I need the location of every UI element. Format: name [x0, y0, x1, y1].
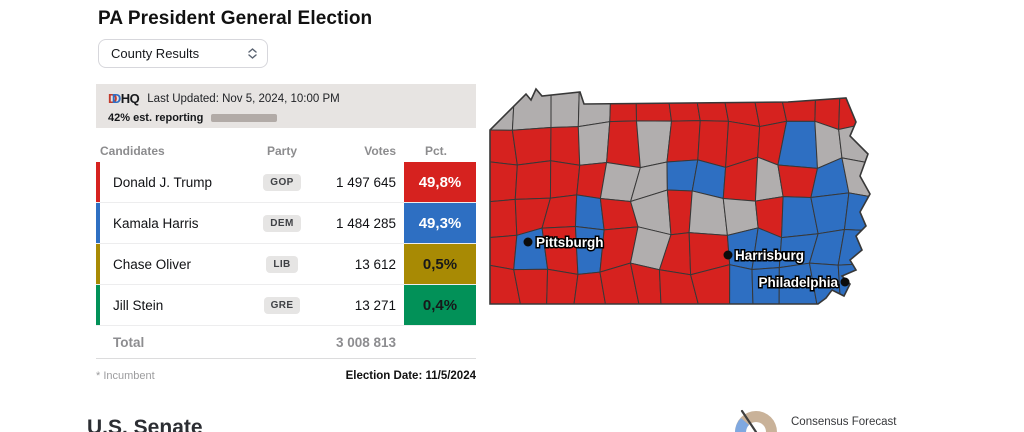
total-label: Total: [113, 334, 145, 350]
state-border: [489, 87, 871, 305]
col-votes: Votes: [364, 144, 396, 158]
county-region[interactable]: [574, 225, 605, 275]
page-title: PA President General Election: [98, 8, 373, 29]
county-region[interactable]: [513, 268, 549, 308]
county-region[interactable]: [577, 84, 612, 128]
city-label: Philadelphia: [758, 275, 838, 290]
city-dot: [840, 277, 850, 287]
party-color-bar: [96, 162, 100, 202]
city-label: Pittsburgh: [536, 235, 604, 250]
results-view-select-value: County Results: [111, 46, 200, 61]
county-region[interactable]: [488, 84, 516, 131]
county-region[interactable]: [545, 268, 579, 308]
results-table-header: Candidates Party Votes Pct.: [96, 140, 476, 162]
pct-cell: 49,3%: [404, 203, 476, 243]
vote-count: 1 484 285: [335, 215, 396, 231]
party-badge: LIB: [266, 255, 298, 273]
county-region[interactable]: [688, 190, 728, 236]
county-region[interactable]: [511, 84, 552, 131]
county-region[interactable]: [629, 262, 662, 308]
pct-cell: 0,4%: [404, 285, 476, 325]
reporting-progress-bar: [211, 114, 278, 122]
total-votes: 3 008 813: [335, 334, 396, 350]
county-region[interactable]: [488, 198, 518, 239]
county-region[interactable]: [574, 194, 605, 231]
county-region[interactable]: [488, 234, 518, 271]
county-region[interactable]: [599, 262, 642, 308]
party-color-bar: [96, 244, 100, 284]
forecast-gauge-icon: [735, 409, 777, 432]
results-view-select[interactable]: County Results: [98, 39, 268, 68]
county-region[interactable]: [541, 225, 579, 276]
pa-county-map[interactable]: Pittsburgh Harrisburg Philadelphia: [488, 84, 872, 308]
table-row-stein: Jill Stein GRE 13 271 0,4%: [96, 285, 476, 326]
chevron-up-down-icon: [248, 48, 257, 59]
county-region[interactable]: [635, 120, 673, 169]
pct-cell: 0,5%: [404, 244, 476, 284]
total-row: Total 3 008 813: [96, 326, 476, 359]
county-region[interactable]: [778, 262, 820, 308]
county-region[interactable]: [837, 228, 872, 266]
county-region[interactable]: [577, 121, 611, 166]
city-dot: [523, 237, 533, 247]
last-updated-text: Last Updated: Nov 5, 2024, 10:00 PM: [147, 92, 340, 105]
vote-count: 13 612: [354, 256, 396, 272]
county-region[interactable]: [729, 264, 754, 308]
city-dot: [723, 250, 733, 260]
party-badge: DEM: [263, 214, 301, 232]
party-color-bar: [96, 203, 100, 243]
results-table: Candidates Party Votes Pct. Donald J. Tr…: [96, 140, 476, 382]
county-region[interactable]: [511, 126, 552, 166]
col-pct: Pct.: [424, 144, 447, 158]
table-row-trump: Donald J. Trump GOP 1 497 645 49,8%: [96, 162, 476, 203]
forecast-label: Consensus Forecast: [791, 416, 897, 428]
ddhq-logo: D D HQ: [108, 91, 140, 106]
county-region[interactable]: [550, 126, 581, 166]
county-region[interactable]: [666, 120, 701, 163]
incumbent-note: * Incumbent: [96, 370, 155, 382]
consensus-forecast: Consensus Forecast: [733, 409, 896, 432]
next-section-title: U.S. Senate: [87, 416, 203, 432]
party-color-bar: [96, 285, 100, 325]
county-region[interactable]: [658, 269, 702, 308]
vote-count: 1 497 645: [335, 174, 396, 190]
county-region[interactable]: [488, 160, 518, 203]
vote-count: 13 271: [354, 297, 396, 313]
table-row-harris: Kamala Harris DEM 1 484 285 49,3%: [96, 203, 476, 244]
party-badge: GRE: [263, 296, 301, 314]
county-region[interactable]: [690, 264, 731, 308]
county-region[interactable]: [550, 84, 581, 128]
update-status-bar: D D HQ Last Updated: Nov 5, 2024, 10:00 PM…: [96, 84, 476, 128]
reporting-label: 42% est. reporting: [108, 112, 204, 124]
county-region[interactable]: [810, 192, 850, 235]
candidate-name: Chase Oliver: [113, 256, 192, 272]
county-region[interactable]: [488, 263, 523, 308]
county-region[interactable]: [549, 160, 581, 199]
county-region[interactable]: [606, 120, 641, 169]
candidate-name: Kamala Harris: [113, 215, 199, 231]
candidate-name: Jill Stein: [113, 297, 164, 313]
pct-cell: 49,8%: [404, 162, 476, 202]
county-region[interactable]: [666, 189, 693, 236]
col-candidates: Candidates: [100, 144, 165, 158]
county-region[interactable]: [751, 267, 780, 308]
party-badge: GOP: [263, 173, 301, 191]
city-label: Harrisburg: [735, 248, 804, 263]
candidate-name: Donald J. Trump: [113, 174, 213, 190]
election-date: Election Date: 11/5/2024: [345, 370, 476, 382]
table-row-oliver: Chase Oliver LIB 13 612 0,5%: [96, 244, 476, 285]
county-region[interactable]: [514, 160, 552, 200]
col-party: Party: [266, 144, 298, 158]
county-region[interactable]: [697, 120, 730, 169]
